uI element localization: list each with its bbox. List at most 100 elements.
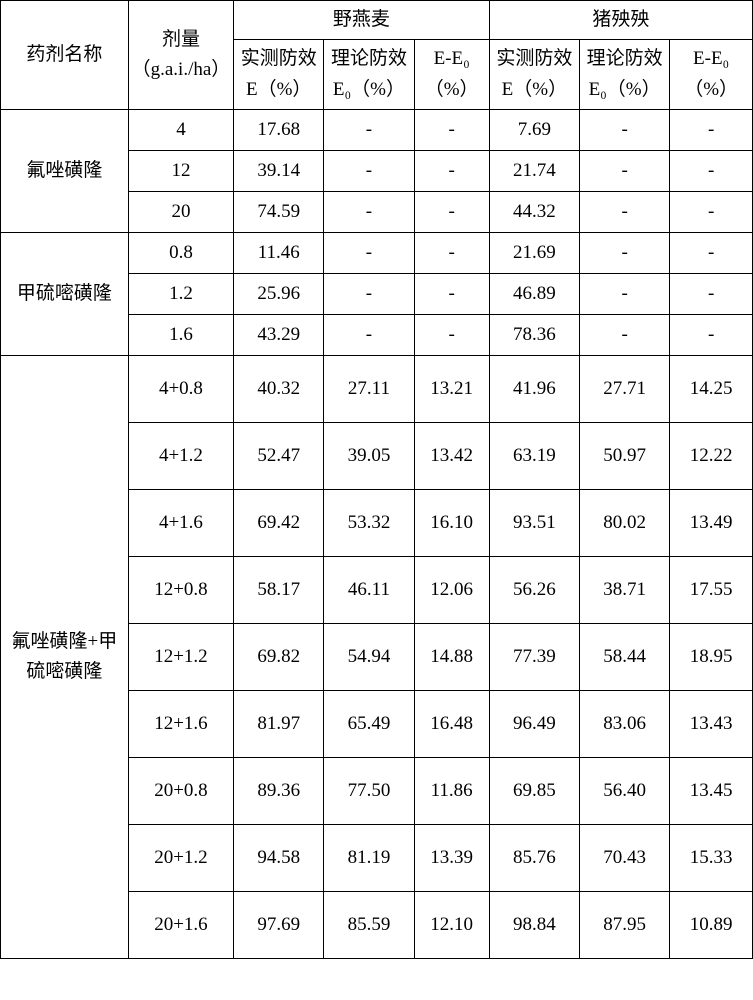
cell: 13.21 xyxy=(414,356,489,423)
cell: - xyxy=(579,315,669,356)
table-row: 甲硫嘧磺隆 0.8 11.46 - - 21.69 - - xyxy=(1,233,753,274)
cell: 17.68 xyxy=(234,110,324,151)
cell: - xyxy=(414,192,489,233)
cell: - xyxy=(579,233,669,274)
cell: 52.47 xyxy=(234,423,324,490)
cell: 69.42 xyxy=(234,490,324,557)
cell: - xyxy=(579,192,669,233)
cell: 78.36 xyxy=(489,315,579,356)
cell: 12 xyxy=(128,151,233,192)
cell: 54.94 xyxy=(324,624,414,691)
cell: 39.14 xyxy=(234,151,324,192)
cell: 12+1.2 xyxy=(128,624,233,691)
cell: - xyxy=(670,315,753,356)
col-dose: 剂量（g.a.i./ha） xyxy=(128,1,233,110)
table-row: 氟唑磺隆 4 17.68 - - 7.69 - - xyxy=(1,110,753,151)
cell: 13.39 xyxy=(414,825,489,892)
cell: 11.86 xyxy=(414,758,489,825)
cell: 38.71 xyxy=(579,557,669,624)
col-d2: E-E₀（%） xyxy=(670,40,753,110)
cell: - xyxy=(670,274,753,315)
cell: 81.97 xyxy=(234,691,324,758)
cell: 16.10 xyxy=(414,490,489,557)
cell: 21.74 xyxy=(489,151,579,192)
cell: 7.69 xyxy=(489,110,579,151)
cell: - xyxy=(670,151,753,192)
cell: 21.69 xyxy=(489,233,579,274)
cell: 53.32 xyxy=(324,490,414,557)
cell: 17.55 xyxy=(670,557,753,624)
group-wild-oat: 野燕麦 xyxy=(234,1,490,40)
cell: - xyxy=(670,192,753,233)
cell: 13.42 xyxy=(414,423,489,490)
cell: 87.95 xyxy=(579,892,669,959)
agent-name-cell: 甲硫嘧磺隆 xyxy=(1,233,129,356)
cell: 14.88 xyxy=(414,624,489,691)
cell: 43.29 xyxy=(234,315,324,356)
cell: 81.19 xyxy=(324,825,414,892)
cell: - xyxy=(579,110,669,151)
cell: 39.05 xyxy=(324,423,414,490)
cell: - xyxy=(324,110,414,151)
cell: 40.32 xyxy=(234,356,324,423)
cell: 74.59 xyxy=(234,192,324,233)
cell: 12.06 xyxy=(414,557,489,624)
cell: - xyxy=(324,192,414,233)
cell: - xyxy=(414,110,489,151)
cell: 58.44 xyxy=(579,624,669,691)
cell: 0.8 xyxy=(128,233,233,274)
agent-name-cell: 氟唑磺隆 xyxy=(1,110,129,233)
cell: 18.95 xyxy=(670,624,753,691)
cell: 25.96 xyxy=(234,274,324,315)
cell: - xyxy=(579,274,669,315)
cell: 96.49 xyxy=(489,691,579,758)
cell: 4+1.2 xyxy=(128,423,233,490)
cell: - xyxy=(324,315,414,356)
cell: 50.97 xyxy=(579,423,669,490)
cell: 83.06 xyxy=(579,691,669,758)
efficacy-table: 药剂名称 剂量（g.a.i./ha） 野燕麦 猪殃殃 实测防效E（%） 理论防效… xyxy=(0,0,753,959)
cell: 20 xyxy=(128,192,233,233)
cell: 12+0.8 xyxy=(128,557,233,624)
cell: 97.69 xyxy=(234,892,324,959)
col-agent-name: 药剂名称 xyxy=(1,1,129,110)
col-d1: E-E₀（%） xyxy=(414,40,489,110)
cell: 27.71 xyxy=(579,356,669,423)
cell: 20+1.6 xyxy=(128,892,233,959)
cell: - xyxy=(324,274,414,315)
cell: 27.11 xyxy=(324,356,414,423)
col-t2: 理论防效E₀（%） xyxy=(579,40,669,110)
cell: 98.84 xyxy=(489,892,579,959)
cell: 12.10 xyxy=(414,892,489,959)
cell: - xyxy=(414,233,489,274)
cell: 11.46 xyxy=(234,233,324,274)
agent-name-cell: 氟唑磺隆+甲硫嘧磺隆 xyxy=(1,356,129,959)
cell: 85.59 xyxy=(324,892,414,959)
cell: 4+1.6 xyxy=(128,490,233,557)
cell: 4+0.8 xyxy=(128,356,233,423)
col-t1: 理论防效E₀（%） xyxy=(324,40,414,110)
cell: 80.02 xyxy=(579,490,669,557)
col-e1: 实测防效E（%） xyxy=(234,40,324,110)
cell: - xyxy=(324,233,414,274)
cell: 69.85 xyxy=(489,758,579,825)
cell: 89.36 xyxy=(234,758,324,825)
cell: 13.45 xyxy=(670,758,753,825)
cell: 58.17 xyxy=(234,557,324,624)
cell: 77.39 xyxy=(489,624,579,691)
cell: 20+1.2 xyxy=(128,825,233,892)
cell: 77.50 xyxy=(324,758,414,825)
cell: - xyxy=(414,274,489,315)
cell: 46.89 xyxy=(489,274,579,315)
cell: 1.6 xyxy=(128,315,233,356)
table-row: 氟唑磺隆+甲硫嘧磺隆 4+0.8 40.32 27.11 13.21 41.96… xyxy=(1,356,753,423)
cell: 4 xyxy=(128,110,233,151)
cell: 65.49 xyxy=(324,691,414,758)
cell: 13.43 xyxy=(670,691,753,758)
cell: 12.22 xyxy=(670,423,753,490)
cell: - xyxy=(670,110,753,151)
cell: - xyxy=(579,151,669,192)
cell: 20+0.8 xyxy=(128,758,233,825)
cell: 13.49 xyxy=(670,490,753,557)
cell: 15.33 xyxy=(670,825,753,892)
